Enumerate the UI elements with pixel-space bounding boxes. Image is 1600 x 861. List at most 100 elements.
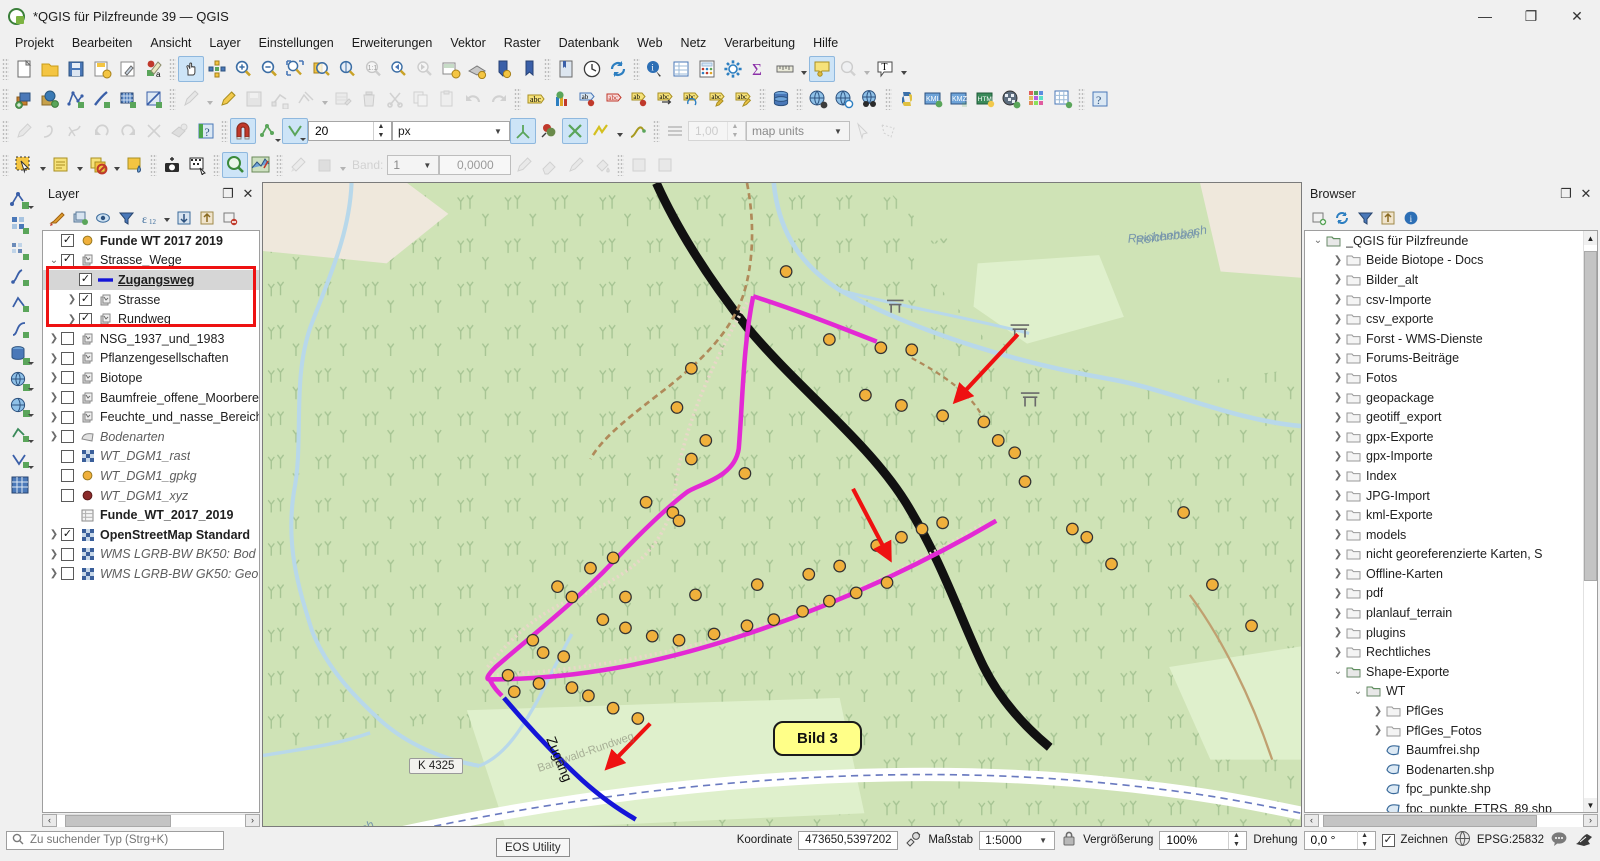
zoom-to-selection-icon[interactable] bbox=[308, 56, 334, 82]
snapping-units-select[interactable]: px ▼ bbox=[392, 121, 510, 141]
filter-legend-expression-icon[interactable]: ε 12 bbox=[138, 207, 160, 229]
funde-point[interactable] bbox=[526, 633, 540, 647]
add-group-icon[interactable] bbox=[69, 207, 91, 229]
funde-point[interactable] bbox=[738, 467, 752, 480]
layer-row[interactable]: Zugangsweg bbox=[43, 270, 259, 290]
funde-point[interactable] bbox=[833, 559, 847, 573]
menu-netz[interactable]: Netz bbox=[680, 36, 707, 50]
zoom-to-native-raster-icon[interactable] bbox=[222, 152, 248, 178]
funde-point[interactable] bbox=[977, 415, 991, 429]
vertex-tool-icon[interactable] bbox=[293, 86, 319, 112]
browser-expander[interactable]: ❯ bbox=[1333, 568, 1343, 580]
layer-visibility-checkbox[interactable] bbox=[61, 234, 74, 248]
browser-expander[interactable]: ❯ bbox=[1333, 509, 1343, 521]
zoom-native-resolution-icon[interactable]: 1:1 bbox=[360, 56, 386, 82]
measure-line-icon[interactable] bbox=[772, 56, 798, 82]
browser-row[interactable]: ❯ models bbox=[1305, 525, 1583, 545]
new-bookmark-icon[interactable] bbox=[516, 56, 542, 82]
layer-row[interactable]: ❯ WMS LGRB-BW BK50: Bod bbox=[43, 545, 259, 565]
current-edits-icon[interactable] bbox=[178, 86, 204, 112]
render-checkbox[interactable]: ✓ bbox=[1381, 833, 1395, 847]
avoid-overlap-input[interactable] bbox=[693, 123, 727, 139]
zoom-out-icon[interactable] bbox=[256, 56, 282, 82]
funde-point[interactable] bbox=[672, 633, 686, 647]
funde-point[interactable] bbox=[645, 629, 659, 643]
scroll-thumb[interactable] bbox=[65, 814, 171, 827]
toolbar-grip[interactable] bbox=[2, 120, 9, 142]
toolbar-grip[interactable] bbox=[544, 58, 551, 80]
raster-fill-icon[interactable] bbox=[589, 152, 615, 178]
stepper-up[interactable]: ▲ bbox=[731, 123, 739, 130]
funde-point[interactable] bbox=[822, 333, 836, 346]
layer-visibility-checkbox[interactable] bbox=[61, 391, 74, 405]
menu-datenbank[interactable]: Datenbank bbox=[558, 36, 620, 50]
toolbar-grip[interactable] bbox=[885, 88, 892, 110]
stepper-up[interactable]: ▲ bbox=[1232, 832, 1240, 839]
pin-labels-icon[interactable]: abc bbox=[601, 86, 627, 112]
browser-expander[interactable]: ❯ bbox=[1373, 725, 1383, 737]
funde-point[interactable] bbox=[606, 551, 620, 565]
browser-expander[interactable]: ❯ bbox=[1333, 431, 1343, 443]
layer-row[interactable]: ❯ WMS LGRB-BW GK50: Geo bbox=[43, 564, 259, 584]
browser-row[interactable]: ❯ planlauf_terrain bbox=[1305, 603, 1583, 623]
paste-features-icon[interactable] bbox=[434, 86, 460, 112]
stepper-buttons[interactable]: ▲ ▼ bbox=[1228, 831, 1243, 849]
add-xyz-tiles-icon[interactable] bbox=[998, 86, 1024, 112]
browser-expander[interactable]: ❯ bbox=[1333, 254, 1343, 266]
digitizing-help-icon[interactable]: ? bbox=[193, 118, 219, 144]
restore-button[interactable]: ❐ bbox=[1524, 7, 1538, 24]
toggle-editing-icon[interactable] bbox=[215, 86, 241, 112]
browser-expander[interactable]: ❯ bbox=[1333, 333, 1343, 345]
layer-expander[interactable]: ❯ bbox=[49, 333, 59, 345]
menu-hilfe[interactable]: Hilfe bbox=[813, 36, 839, 50]
layer-expander[interactable]: ❯ bbox=[49, 392, 59, 404]
funde-point[interactable] bbox=[874, 341, 888, 355]
raster-undo-icon[interactable] bbox=[626, 152, 652, 178]
field-calculator-icon[interactable] bbox=[694, 56, 720, 82]
pin-annotation-icon[interactable]: abc bbox=[731, 86, 757, 112]
save-layer-edits-icon[interactable] bbox=[241, 86, 267, 112]
menu-raster[interactable]: Raster bbox=[503, 36, 541, 50]
new-project-icon[interactable] bbox=[11, 56, 37, 82]
merge-features-icon[interactable] bbox=[167, 118, 193, 144]
layer-row[interactable]: ❯ Strasse bbox=[43, 290, 259, 310]
deselect-features-icon[interactable] bbox=[85, 152, 111, 178]
show-hide-labels-icon[interactable]: ab bbox=[627, 86, 653, 112]
browser-horizontal-scrollbar[interactable]: ‹ › bbox=[1302, 813, 1600, 827]
add-wms-layer-icon[interactable] bbox=[805, 86, 831, 112]
open-project-icon[interactable] bbox=[37, 56, 63, 82]
browser-row[interactable]: fpc_punkte.shp bbox=[1305, 780, 1583, 800]
browser-expander[interactable]: ❯ bbox=[1333, 529, 1343, 541]
funde-point[interactable] bbox=[1206, 578, 1219, 591]
toolbar-grip[interactable] bbox=[653, 120, 660, 142]
browser-row[interactable]: ❯ Forums-Beiträge bbox=[1305, 349, 1583, 369]
current-color-swatch-icon[interactable] bbox=[311, 152, 337, 178]
browser-row[interactable]: ⌄ WT bbox=[1305, 682, 1583, 702]
layer-row[interactable]: ❯ Feuchte_und_nasse_Bereiche bbox=[43, 407, 259, 427]
layer-row[interactable]: WT_DGM1_xyz bbox=[43, 486, 259, 506]
layer-row[interactable]: ❯ Baumfreie_offene_Moorbere bbox=[43, 388, 259, 408]
browser-expander[interactable]: ⌄ bbox=[1353, 685, 1363, 697]
toolbar-grip[interactable] bbox=[2, 58, 9, 80]
layer-row[interactable]: ❯ OpenStreetMap Standard bbox=[43, 525, 259, 545]
menu-ansicht[interactable]: Ansicht bbox=[150, 36, 192, 50]
scroll-track[interactable] bbox=[1584, 245, 1597, 798]
show-bookmarks-icon[interactable] bbox=[553, 56, 579, 82]
layer-row[interactable]: ❯ Bodenarten bbox=[43, 427, 259, 447]
snapping-type-vertex-icon[interactable] bbox=[282, 118, 308, 144]
globe-icon[interactable] bbox=[1454, 830, 1471, 850]
browser-expander[interactable]: ❯ bbox=[1333, 411, 1343, 423]
toolbar-grip[interactable] bbox=[213, 154, 220, 176]
browser-row[interactable]: fpc_punkte_ETRS_89.shp bbox=[1305, 799, 1583, 812]
map-render[interactable]: Reichenbach Reichenbach Vorderer Rotenba… bbox=[263, 183, 1301, 827]
add-delimited-text-layer-icon[interactable] bbox=[89, 86, 115, 112]
georeferencer-icon[interactable] bbox=[185, 152, 211, 178]
funde-point[interactable] bbox=[582, 689, 595, 703]
add-point-cloud-icon[interactable] bbox=[5, 446, 35, 472]
filter-legend-caret[interactable] bbox=[161, 207, 172, 229]
stepper-buttons[interactable]: ▲ ▼ bbox=[727, 122, 742, 140]
zoom-full-icon[interactable] bbox=[282, 56, 308, 82]
funde-point[interactable] bbox=[895, 530, 908, 544]
shape-digitize-icon[interactable] bbox=[11, 118, 37, 144]
browser-row[interactable]: ❯ Forst - WMS-Dienste bbox=[1305, 329, 1583, 349]
